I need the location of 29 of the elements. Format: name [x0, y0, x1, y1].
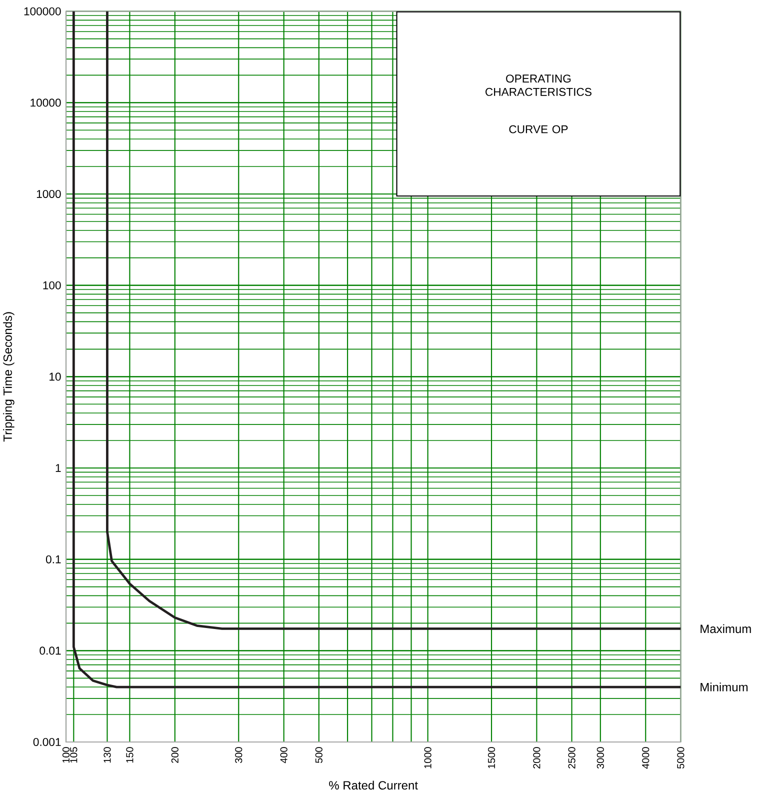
y-tick-label: 0.001 — [33, 738, 61, 746]
x-tick-label: 5000 — [677, 747, 684, 769]
y-tick-label: 0.01 — [40, 646, 61, 655]
y-tick-label: 100 — [43, 281, 61, 290]
x-tick-label: 200 — [171, 747, 178, 763]
x-tick-label: 2000 — [533, 747, 540, 768]
x-axis-title: % Rated Current — [329, 780, 418, 790]
y-tick-label: 10 — [50, 372, 61, 381]
y-axis-title: Tripping Time (Seconds) — [3, 312, 14, 442]
y-tick-label: 1000 — [36, 190, 61, 198]
x-tick-label: 3000 — [596, 747, 604, 769]
x-tick-label: 4000 — [642, 747, 650, 769]
y-tick-label: 100000 — [24, 7, 61, 16]
x-tick-label: 150 — [126, 747, 134, 763]
x-tick-label: 400 — [280, 747, 288, 764]
x-tick-label: 1500 — [488, 747, 496, 768]
annotation: OPERATING CHARACTERISTICS — [486, 74, 592, 96]
x-tick-label: 2500 — [568, 747, 576, 768]
x-tick-label: 300 — [235, 747, 242, 764]
x-tick-label: 130 — [104, 747, 111, 763]
y-tick-label: 1 — [56, 464, 61, 472]
series-label: Maximum — [700, 624, 751, 634]
x-tick-label: 105 — [70, 747, 78, 763]
x-tick-label: 500 — [315, 747, 322, 763]
y-tick-label: 0.1 — [46, 555, 61, 564]
x-tick-label: 1000 — [424, 747, 432, 768]
y-tick-label: 10000 — [30, 98, 61, 107]
series-label: Minimum — [700, 682, 748, 692]
annotation: CURVE OP — [509, 125, 568, 134]
